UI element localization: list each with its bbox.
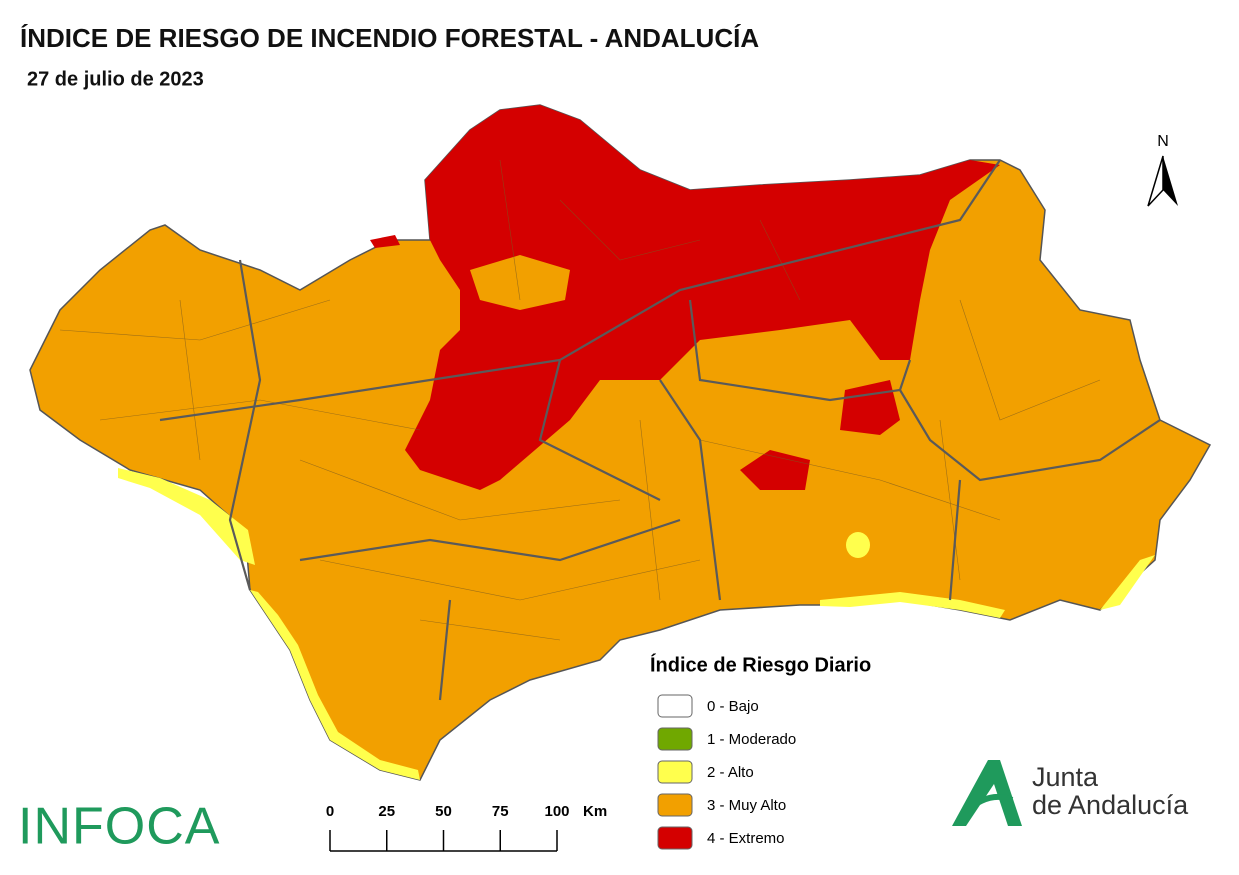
north-arrow-left bbox=[1147, 155, 1164, 207]
region-extremo bbox=[405, 105, 1000, 490]
region-alto bbox=[846, 532, 870, 558]
province-borders bbox=[159, 159, 1161, 701]
legend-swatch bbox=[657, 760, 693, 784]
junta-logo-swoosh bbox=[963, 794, 1014, 815]
legend-swatch bbox=[657, 793, 693, 817]
region-muy-alto bbox=[470, 255, 570, 310]
scale-label: 0 bbox=[326, 803, 334, 820]
region-alto bbox=[118, 468, 255, 565]
junta-logo: Junta de Andalucía bbox=[952, 760, 1189, 826]
junta-line1: Junta bbox=[1032, 762, 1099, 792]
north-arrow-right bbox=[1163, 156, 1178, 206]
junta-logo-mark bbox=[952, 760, 1022, 826]
legend-swatch bbox=[657, 826, 693, 850]
region-extremo bbox=[740, 450, 810, 490]
region-extremo bbox=[840, 380, 900, 435]
title: ÍNDICE DE RIESGO DE INCENDIO FORESTAL - … bbox=[20, 23, 759, 53]
scale-unit: Km bbox=[583, 803, 607, 820]
municipal-borders bbox=[59, 159, 1101, 641]
infoca-logo: INFOCA bbox=[18, 798, 220, 856]
scale-label: 25 bbox=[378, 803, 395, 820]
scale-label: 75 bbox=[492, 803, 509, 820]
subtitle: 27 de julio de 2023 bbox=[27, 68, 204, 90]
legend-label: 1 - Moderado bbox=[707, 731, 796, 748]
legend-label: 2 - Alto bbox=[707, 764, 754, 781]
scale-label: 50 bbox=[435, 803, 452, 820]
legend-title: Índice de Riesgo Diario bbox=[650, 653, 871, 676]
region-alto bbox=[820, 592, 1005, 618]
legend-label: 4 - Extremo bbox=[707, 830, 785, 847]
legend-swatch bbox=[657, 694, 693, 718]
north-label: N bbox=[1157, 133, 1169, 150]
junta-line2: de Andalucía bbox=[1032, 790, 1189, 820]
legend: Índice de Riesgo Diario 0 - Bajo 1 - Mode… bbox=[650, 653, 871, 850]
scale-bar: 0 25 50 75 100 Km bbox=[326, 803, 607, 852]
legend-label: 0 - Bajo bbox=[707, 698, 759, 715]
region-alto bbox=[1100, 555, 1155, 610]
map bbox=[29, 104, 1212, 781]
legend-label: 3 - Muy Alto bbox=[707, 797, 786, 814]
scale-label: 100 bbox=[544, 803, 569, 820]
region-extremo bbox=[370, 235, 400, 248]
legend-swatch bbox=[657, 727, 693, 751]
north-arrow: N bbox=[1147, 133, 1178, 207]
region-alto bbox=[250, 590, 420, 780]
